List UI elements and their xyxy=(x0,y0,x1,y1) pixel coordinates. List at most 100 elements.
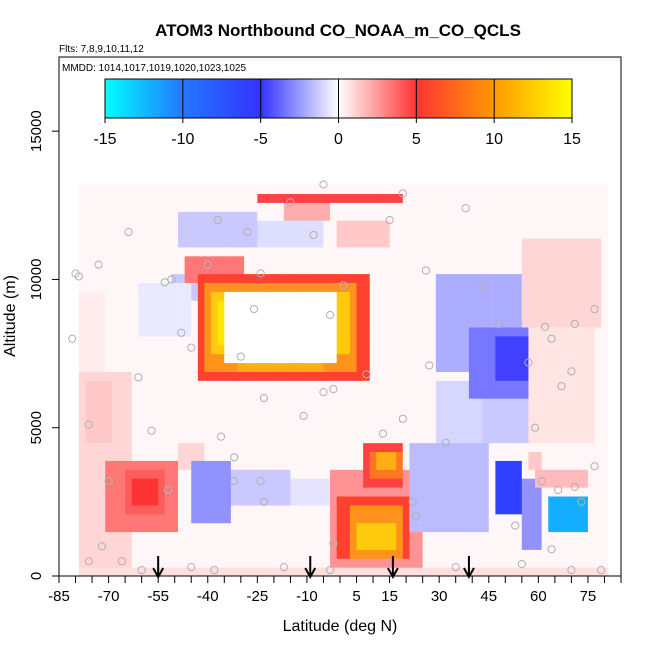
heatmap-cell xyxy=(125,326,133,337)
heatmap-cell xyxy=(158,478,166,488)
heatmap-cell xyxy=(244,487,252,497)
heatmap-cell xyxy=(85,255,93,266)
heatmap-cell xyxy=(501,380,510,390)
heatmap-cell xyxy=(574,451,582,461)
heatmap-cell xyxy=(521,362,530,372)
heatmap-cell xyxy=(435,229,444,239)
heatmap-cell xyxy=(330,558,338,568)
heatmap-cell xyxy=(330,255,338,266)
heatmap-cell xyxy=(396,540,404,550)
heatmap-cell xyxy=(501,522,510,533)
heatmap-cell xyxy=(396,380,404,390)
heatmap-cell xyxy=(429,326,437,337)
heatmap-cell xyxy=(164,326,172,337)
heatmap-cell xyxy=(303,415,311,426)
heatmap-cell xyxy=(244,344,252,355)
heatmap-cell xyxy=(369,335,377,346)
heatmap-cell xyxy=(310,389,318,399)
heatmap-cell xyxy=(230,424,239,435)
heatmap-cell xyxy=(422,211,430,221)
heatmap-cell xyxy=(105,193,113,203)
heatmap-cell xyxy=(554,371,563,381)
heatmap-cell xyxy=(78,246,87,257)
heatmap-cell xyxy=(521,389,530,399)
heatmap-cell xyxy=(184,335,192,346)
heatmap-cell xyxy=(217,317,225,328)
heatmap-cell xyxy=(369,513,377,524)
heatmap-cell xyxy=(184,433,192,444)
heatmap-cell xyxy=(270,380,278,390)
heatmap-cell xyxy=(402,264,411,275)
heatmap-cell xyxy=(217,424,225,435)
heatmap-cell xyxy=(98,451,106,461)
heatmap-cell xyxy=(389,495,397,506)
heatmap-cell xyxy=(98,335,106,346)
heatmap-cell xyxy=(191,246,199,257)
heatmap-cell xyxy=(508,326,516,337)
heatmap-cell xyxy=(263,389,272,399)
heatmap-cell xyxy=(601,353,609,364)
heatmap-cell xyxy=(475,540,483,550)
heatmap-cell xyxy=(389,291,397,301)
heatmap-cell xyxy=(244,193,252,203)
heatmap-cell xyxy=(488,353,496,364)
heatmap-cell xyxy=(270,451,278,461)
heatmap-cell xyxy=(98,344,106,355)
heatmap-cell xyxy=(297,406,305,417)
heatmap-cell xyxy=(435,326,444,337)
heatmap-cell xyxy=(343,291,351,301)
heatmap-cell xyxy=(528,389,536,399)
heatmap-cell xyxy=(422,398,430,408)
heatmap-cell xyxy=(230,220,239,230)
heatmap-cell xyxy=(349,246,358,257)
heatmap-cell xyxy=(191,415,199,426)
heatmap-cell xyxy=(382,460,391,470)
heatmap-cell xyxy=(561,415,569,426)
heatmap-cell xyxy=(442,344,450,355)
heatmap-cell xyxy=(250,202,258,212)
heatmap-cell xyxy=(297,291,305,301)
observation-point xyxy=(517,560,526,569)
heatmap-cell xyxy=(601,255,609,266)
heatmap-cell xyxy=(125,389,133,399)
heatmap-cell xyxy=(118,549,126,559)
observation-point xyxy=(590,304,599,314)
heatmap-cell xyxy=(462,513,470,524)
heatmap-cell xyxy=(297,220,305,230)
heatmap-cell xyxy=(138,558,146,568)
heatmap-cell xyxy=(197,558,206,568)
heatmap-cell xyxy=(277,567,285,576)
heatmap-cell xyxy=(316,353,325,364)
heatmap-cell xyxy=(568,442,576,453)
heatmap-cell xyxy=(389,531,397,542)
heatmap-cell xyxy=(535,246,543,257)
heatmap-cell xyxy=(574,184,582,195)
heatmap-cell xyxy=(237,522,245,533)
heatmap-cell xyxy=(270,273,278,283)
heatmap-cell xyxy=(250,495,258,506)
observation-point xyxy=(339,281,348,290)
heatmap-cell xyxy=(521,406,530,417)
heatmap-cell xyxy=(462,389,470,399)
heatmap-cell xyxy=(191,469,199,479)
heatmap-cell xyxy=(330,326,338,337)
heatmap-cell xyxy=(515,478,523,488)
heatmap-cell xyxy=(303,558,311,568)
heatmap-cell xyxy=(528,513,536,524)
heatmap-cell xyxy=(376,220,384,230)
heatmap-cell xyxy=(237,389,245,399)
heatmap-cell xyxy=(257,424,265,435)
heatmap-cell xyxy=(125,282,133,292)
heatmap-cell xyxy=(416,415,424,426)
heatmap-cell xyxy=(290,291,298,301)
heatmap-cell xyxy=(78,353,87,364)
heatmap-cell xyxy=(402,282,411,292)
heatmap-cell xyxy=(515,398,523,408)
heatmap-cell xyxy=(111,424,120,435)
heatmap-cell xyxy=(85,202,93,212)
heatmap-cell xyxy=(356,282,364,292)
heatmap-cell xyxy=(118,309,126,319)
heatmap-cell xyxy=(389,513,397,524)
heatmap-cell xyxy=(462,335,470,346)
heatmap-cell xyxy=(158,522,166,533)
